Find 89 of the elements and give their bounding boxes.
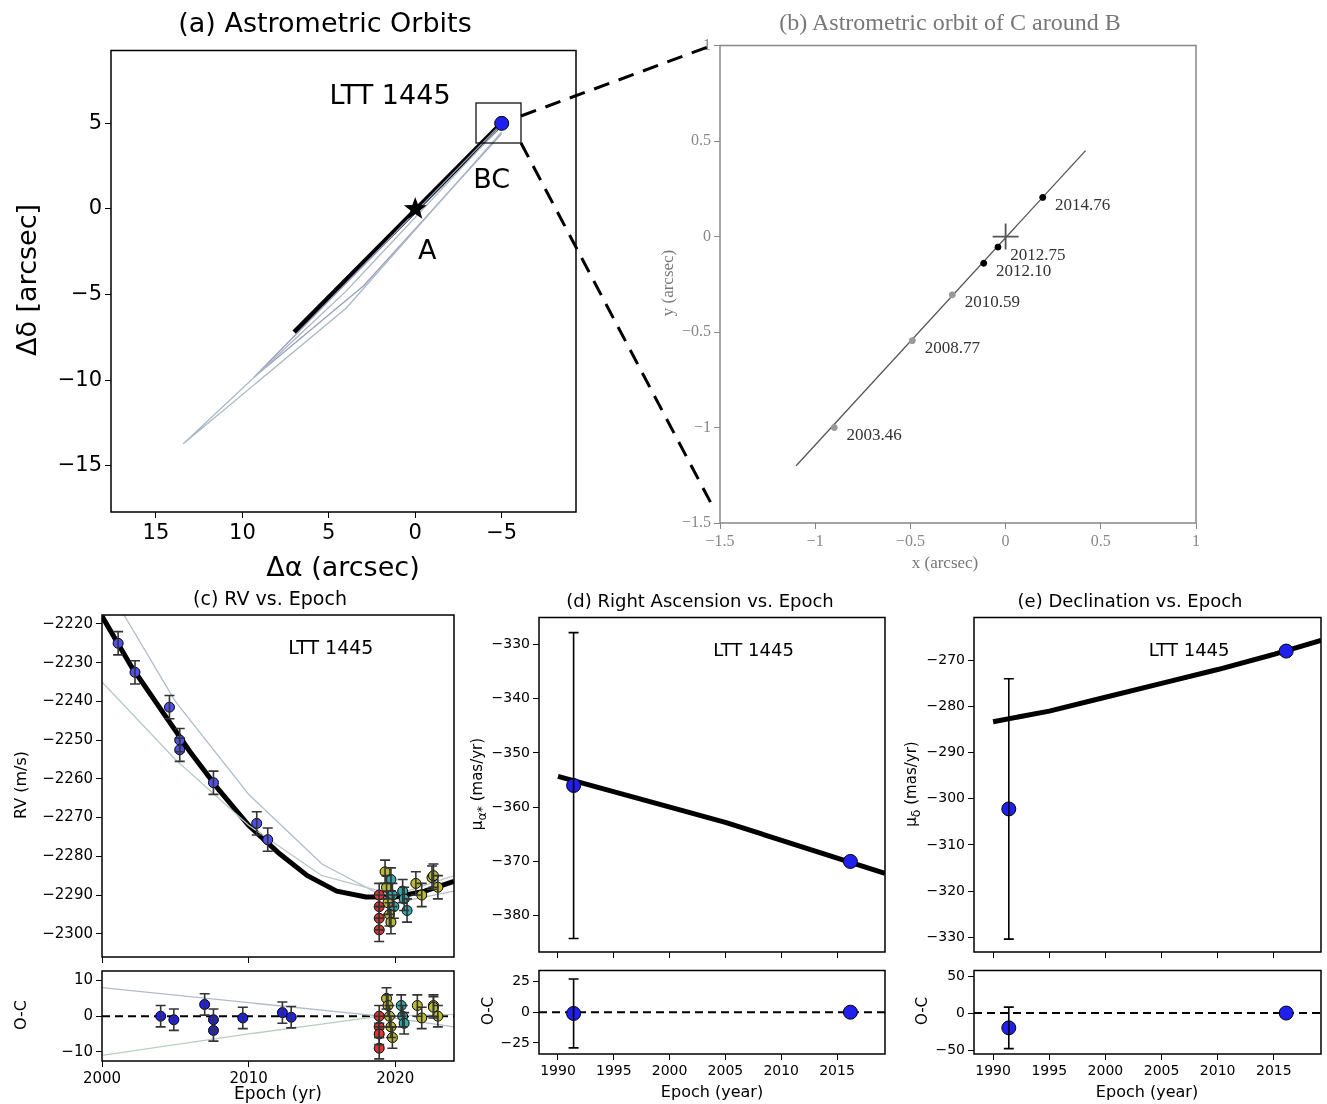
y-tick-label: −2220 — [42, 613, 93, 632]
annotation: A — [418, 233, 437, 265]
x-tick-label: 1995 — [1031, 1062, 1068, 1079]
x-tick-label: 10 — [229, 520, 256, 545]
x-tick-label: 1 — [1192, 531, 1200, 549]
y-tick-label: −0.5 — [681, 322, 711, 340]
y-tick-label: −290 — [926, 743, 965, 760]
annotation: LTT 1445 — [288, 636, 374, 659]
annotation: 2003.46 — [846, 424, 902, 444]
y-tick-label: −380 — [491, 906, 530, 923]
y-tick-label: −330 — [491, 635, 530, 652]
y-tick-label: −330 — [926, 927, 965, 944]
y-tick-label: −350 — [491, 743, 530, 760]
x-tick-label: 1990 — [975, 1062, 1011, 1079]
chart-title: (e) Declination vs. Epoch — [1017, 589, 1243, 611]
y-tick-label: 1 — [703, 35, 711, 53]
y-tick-label: −300 — [926, 789, 965, 806]
x-tick-label: 2010 — [1199, 1062, 1236, 1079]
x-axis-title: Epoch (year) — [1095, 1081, 1199, 1101]
annotation: 2014.76 — [1055, 194, 1111, 214]
chart-title: (d) Right Ascension vs. Epoch — [566, 589, 834, 611]
y-tick-label: −15 — [57, 452, 102, 477]
x-tick-label: 5 — [322, 520, 336, 545]
y-tick-label: 0 — [956, 1003, 965, 1020]
x-tick-label: 0.5 — [1090, 531, 1111, 549]
y-tick-label: −25 — [500, 1033, 530, 1050]
y-tick-label: 0 — [521, 1002, 530, 1019]
y-tick-label: −1 — [693, 417, 711, 435]
x-tick-label: 0 — [1001, 531, 1010, 549]
x-tick-label: 2005 — [707, 1062, 744, 1079]
y-tick-label: −270 — [926, 650, 965, 667]
y-axis-title: O-C — [10, 1000, 30, 1030]
annotation: BC — [473, 163, 511, 195]
chart-title: (a) Astrometric Orbits — [178, 6, 472, 38]
annotation: 2008.77 — [924, 338, 981, 358]
y-tick-label: −10 — [61, 1041, 93, 1060]
y-tick-label: −10 — [57, 366, 102, 391]
annotation: LTT 1445 — [329, 78, 451, 110]
y-tick-label: −2270 — [42, 807, 93, 826]
y-tick-label: −2280 — [42, 846, 93, 865]
y-tick-label: 0 — [703, 226, 711, 244]
y-tick-label: 50 — [947, 966, 965, 983]
y-tick-label: 0 — [88, 195, 102, 220]
x-tick-label: 2000 — [82, 1068, 122, 1087]
chart-title: (c) RV vs. Epoch — [193, 587, 347, 609]
y-tick-label: 0.5 — [691, 131, 711, 149]
y-tick-label: −310 — [926, 835, 965, 852]
y-tick-label: −360 — [491, 797, 530, 814]
x-tick-label: 1995 — [595, 1062, 632, 1079]
x-axis-title: Epoch (year) — [660, 1081, 764, 1101]
x-axis-title: x (arcsec) — [911, 553, 979, 573]
x-tick-label: 2000 — [651, 1062, 688, 1079]
x-tick-label: 2020 — [376, 1068, 415, 1087]
y-tick-label: −280 — [926, 697, 965, 714]
y-tick-label: −2230 — [42, 652, 93, 671]
y-tick-label: 10 — [73, 970, 93, 989]
y-tick-label: 0 — [83, 1006, 93, 1025]
y-tick-label: 25 — [512, 972, 530, 989]
y-tick-label: −2250 — [42, 729, 93, 748]
y-tick-label: −2260 — [42, 768, 93, 787]
x-tick-label: −0.5 — [895, 531, 925, 549]
x-tick-label: 1990 — [540, 1062, 576, 1079]
y-axis-title: O-C — [479, 996, 497, 1026]
y-tick-label: −5 — [71, 281, 102, 306]
y-axis-title: RV (m/s) — [10, 750, 30, 820]
x-tick-label: −1 — [806, 531, 824, 549]
x-tick-label: 2005 — [1143, 1062, 1180, 1079]
x-tick-label: 15 — [142, 520, 170, 545]
y-axis-title: y (arcsec) — [658, 249, 678, 317]
x-tick-label: 0 — [408, 520, 422, 545]
x-tick-label: 2010 — [763, 1062, 800, 1079]
x-axis-title: Δα (arcsec) — [266, 550, 420, 582]
x-tick-label: 2015 — [1256, 1062, 1292, 1079]
chart-title: (b) Astrometric orbit of C around B — [779, 8, 1121, 36]
y-axis-title: Δδ [arcsec] — [10, 203, 42, 357]
y-tick-label: −50 — [935, 1040, 965, 1057]
x-tick-label: 2000 — [1087, 1062, 1124, 1079]
y-tick-label: −2240 — [42, 691, 93, 710]
y-axis-title: O-C — [913, 996, 931, 1026]
annotation: LTT 1445 — [713, 638, 794, 660]
y-tick-label: −2290 — [42, 884, 93, 903]
y-tick-label: −340 — [491, 689, 530, 706]
y-tick-label: −320 — [926, 881, 965, 898]
y-tick-label: −2300 — [42, 923, 93, 942]
annotation: 2010.59 — [964, 292, 1020, 312]
annotation: LTT 1445 — [1148, 638, 1230, 660]
y-tick-label: 5 — [88, 109, 102, 134]
y-tick-label: −370 — [491, 852, 530, 869]
x-tick-label: 2015 — [819, 1062, 855, 1079]
